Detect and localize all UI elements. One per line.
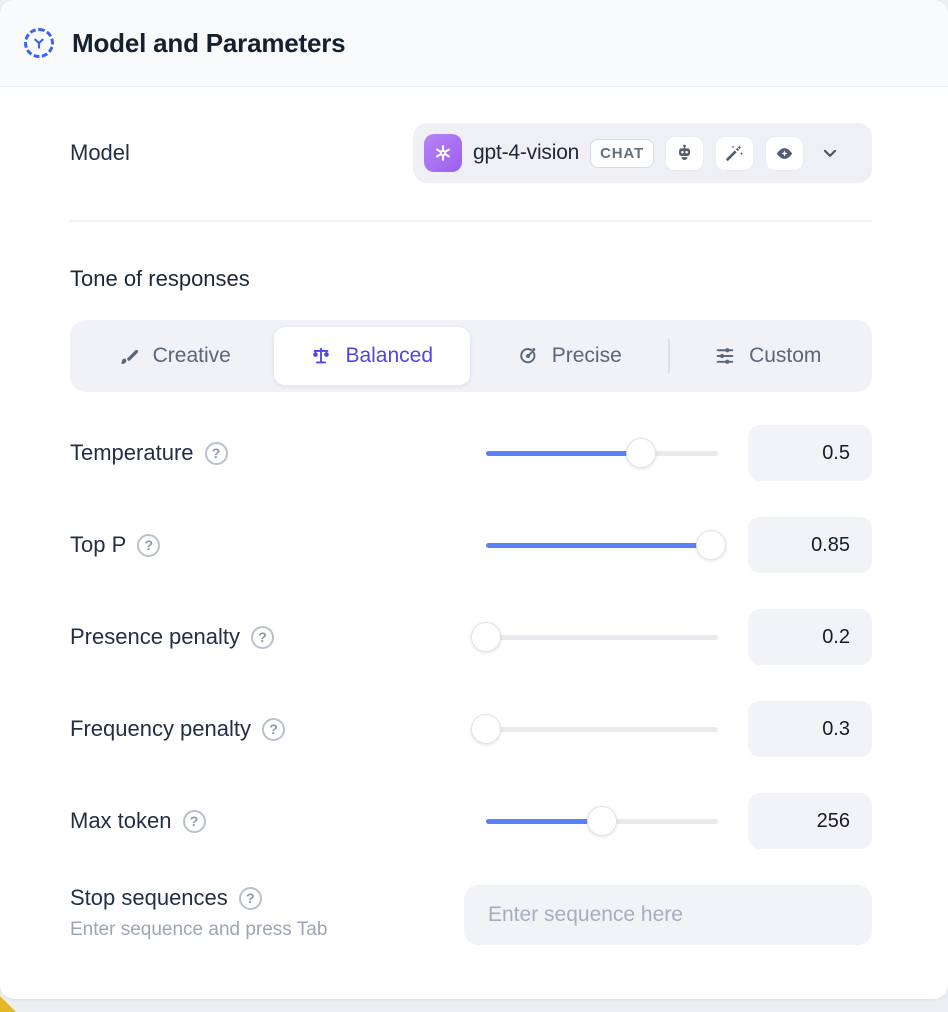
help-icon[interactable]: ?	[204, 441, 228, 465]
help-icon[interactable]: ?	[238, 886, 262, 910]
panel-title: Model and Parameters	[72, 27, 346, 58]
model-label: Model	[70, 140, 130, 165]
slider-thumb[interactable]	[626, 438, 657, 468]
slider-thumb[interactable]	[471, 714, 501, 744]
model-hub-icon	[24, 28, 54, 58]
robot-icon	[664, 135, 704, 171]
help-icon[interactable]: ?	[251, 625, 274, 649]
tone-option-label: Creative	[152, 344, 231, 367]
openai-logo	[424, 134, 462, 172]
help-icon[interactable]: ?	[137, 533, 161, 557]
model-name: gpt-4-vision	[473, 141, 580, 164]
tone-option-creative[interactable]: Creative	[76, 326, 273, 386]
presence-penalty-slider[interactable]	[471, 622, 718, 652]
max-token-value[interactable]: 256	[748, 793, 872, 849]
top-p-value[interactable]: 0.85	[748, 517, 872, 573]
tone-option-label: Custom	[749, 344, 822, 367]
parameter-row-frequency-penalty: Frequency penalty ? 0.3	[70, 683, 872, 775]
parameter-row-top-p: Top P ? 0.85	[70, 499, 872, 591]
tone-option-balanced[interactable]: Balanced	[272, 326, 471, 386]
frequency-penalty-slider[interactable]	[471, 714, 718, 744]
model-select[interactable]: gpt-4-vision CHAT	[413, 123, 872, 183]
help-icon[interactable]: ?	[182, 809, 206, 833]
top-p-slider[interactable]	[486, 530, 727, 560]
tone-option-label: Precise	[551, 344, 622, 367]
parameter-row-max-token: Max token ? 256	[70, 775, 872, 867]
tone-option-label: Balanced	[345, 344, 434, 367]
temperature-value[interactable]: 0.5	[748, 425, 872, 481]
chat-type-badge: CHAT	[590, 138, 654, 168]
tone-option-custom[interactable]: Custom	[670, 326, 867, 386]
param-label: Top P	[70, 532, 127, 557]
param-label: Frequency penalty	[70, 716, 251, 741]
stop-sequences-hint: Enter sequence and press Tab	[70, 919, 328, 940]
section-divider	[70, 220, 872, 222]
slider-thumb[interactable]	[471, 622, 501, 652]
param-label: Presence penalty	[70, 624, 240, 649]
model-row: Model gpt-4-vision CHAT	[70, 123, 872, 183]
tone-heading: Tone of responses	[70, 266, 250, 291]
frequency-penalty-value[interactable]: 0.3	[748, 701, 872, 757]
target-icon	[517, 345, 539, 367]
tone-option-precise[interactable]: Precise	[471, 326, 668, 386]
sliders-icon	[714, 345, 736, 367]
paintbrush-icon	[118, 345, 140, 367]
temperature-slider[interactable]	[486, 438, 718, 468]
segment-divider	[667, 339, 670, 373]
parameter-rows: Temperature ? 0.5 Top P ? 0.85	[70, 407, 872, 867]
param-label: Max token	[70, 808, 172, 833]
balance-scale-icon	[310, 345, 332, 367]
stop-sequences-label: Stop sequences	[70, 885, 228, 910]
presence-penalty-value[interactable]: 0.2	[748, 609, 872, 665]
magic-wand-icon	[714, 135, 754, 171]
param-label: Temperature	[70, 440, 194, 465]
parameter-row-temperature: Temperature ? 0.5	[70, 407, 872, 499]
max-token-slider[interactable]	[486, 806, 718, 836]
chevron-down-icon	[820, 143, 840, 163]
stop-sequences-row: Stop sequences ? Enter sequence and pres…	[70, 885, 872, 945]
parameter-row-presence-penalty: Presence penalty ? 0.2	[70, 591, 872, 683]
stop-sequence-input[interactable]	[464, 885, 872, 945]
panel-header: Model and Parameters	[0, 0, 948, 87]
slider-thumb[interactable]	[696, 530, 727, 560]
tone-segmented-control: Creative Balanced	[70, 320, 872, 392]
vision-eye-icon	[764, 135, 804, 171]
help-icon[interactable]: ?	[262, 717, 285, 741]
slider-thumb[interactable]	[587, 806, 617, 836]
